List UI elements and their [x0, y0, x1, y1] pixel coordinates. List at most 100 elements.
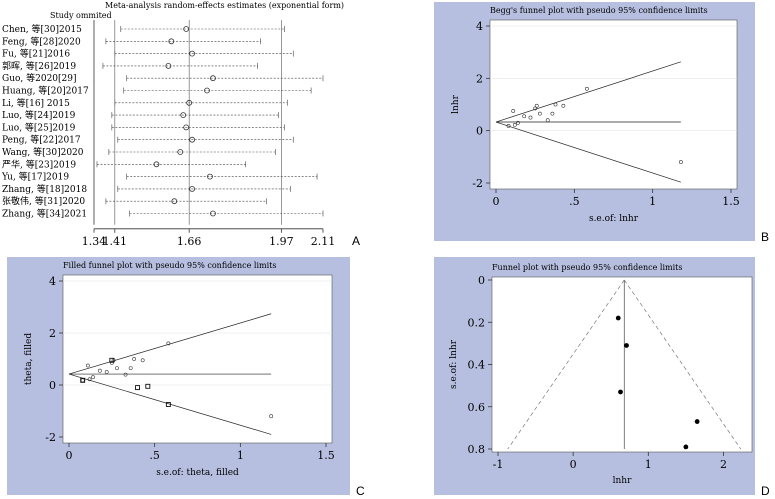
y-tick-label: 0.4 — [468, 359, 486, 372]
chart-title: Begg's funnel plot with pseudo 95% confi… — [490, 6, 708, 15]
x-tick-label: 0 — [493, 195, 500, 208]
panel-b-begg-funnel: Begg's funnel plot with pseudo 95% confi… — [432, 0, 775, 245]
study-label: Chen, 等[30]2015 — [2, 23, 82, 35]
estimate-point — [177, 149, 184, 155]
x-tick-label: 1.5 — [317, 449, 335, 462]
study-point — [615, 315, 621, 321]
study-point — [140, 358, 145, 363]
plot-area — [489, 19, 738, 190]
x-axis-label: lnhr — [613, 476, 632, 486]
plot-area — [491, 276, 753, 453]
y-tick-label: -2 — [45, 431, 56, 444]
filled-study-point — [80, 377, 86, 383]
study-label: 张敬伟, 等[31]2020 — [2, 195, 85, 207]
panel-label: B — [761, 230, 769, 244]
study-label: Guo, 等2020[29] — [2, 72, 77, 84]
study-point — [512, 123, 517, 127]
study-point — [109, 361, 114, 365]
panel-label: D — [761, 484, 770, 498]
x-tick-label: 1.97 — [269, 235, 294, 245]
y-axis-label: s.e.of: lnhr — [449, 339, 459, 389]
x-tick-label: .5 — [569, 195, 580, 208]
study-point — [553, 102, 558, 107]
study-label: Peng, 等[22]2017 — [2, 134, 81, 146]
estimate-point — [183, 124, 190, 131]
study-label: Yu, 等[17]2019 — [1, 171, 69, 183]
filled-study-point — [109, 357, 115, 363]
estimate-point — [183, 26, 190, 32]
study-point — [678, 160, 683, 164]
study-label: Zhang, 等[18]2018 — [2, 183, 87, 195]
study-point — [128, 366, 133, 371]
study-point — [104, 370, 109, 374]
lower-confidence-limit — [495, 121, 681, 183]
filled-study-point — [165, 402, 171, 407]
study-point — [85, 363, 90, 368]
study-label: Li, 等[16] 2015 — [2, 97, 70, 109]
x-tick-label: 2 — [720, 458, 727, 471]
y-tick-label: 4 — [476, 20, 483, 33]
x-tick-label: 1.66 — [177, 235, 202, 245]
x-tick-label: 0 — [570, 458, 577, 471]
panel-label: C — [356, 484, 365, 498]
study-point — [683, 444, 689, 450]
estimate-point — [210, 210, 216, 217]
study-point — [123, 372, 128, 377]
estimate-point — [180, 112, 187, 118]
chart-title: Funnel plot with pseudo 95% confidence l… — [492, 263, 682, 272]
panel-d-funnel: Funnel plot with pseudo 95% confidence l… — [432, 255, 775, 499]
chart-title: Filled funnel plot with pseudo 95% confi… — [63, 261, 277, 270]
y-tick-label: 0 — [476, 125, 483, 138]
estimate-point — [207, 173, 213, 180]
chart-title: Meta-analysis random-effects estimates (… — [105, 1, 344, 10]
chart-subtitle: Study ommited — [50, 11, 112, 20]
study-label: Fu, 等[21]2016 — [2, 48, 70, 60]
x-axis-label: s.e.of: theta, filled — [156, 468, 239, 478]
y-axis-label: theta, filled — [24, 333, 34, 386]
right-confidence-limit — [623, 279, 742, 450]
estimate-point — [189, 50, 196, 57]
study-point — [87, 377, 92, 382]
x-tick-label: 1.34 — [82, 235, 107, 245]
plot-area — [62, 274, 333, 444]
estimate-point — [186, 99, 193, 106]
y-tick-label: -2 — [472, 177, 483, 190]
study-point — [545, 118, 550, 123]
study-point — [584, 86, 589, 91]
left-confidence-limit — [507, 279, 625, 450]
x-tick-label: 1 — [237, 449, 244, 462]
estimate-point — [189, 185, 196, 192]
study-point — [115, 366, 119, 371]
estimate-point — [153, 161, 160, 168]
study-label: Zhang, 等[34]2021 — [2, 208, 87, 220]
study-point — [537, 111, 542, 116]
panel-label: A — [352, 234, 360, 245]
panel-a-influence-plot: Meta-analysis random-effects estimates (… — [0, 0, 370, 245]
filled-study-point — [145, 383, 151, 389]
x-axis-label: s.e.of: lnhr — [589, 214, 639, 224]
study-point — [506, 124, 511, 128]
y-axis-label: lnhr — [451, 94, 461, 113]
funnel-chart: Funnel plot with pseudo 95% confidence l… — [434, 257, 770, 498]
x-tick-label: 2.11 — [311, 235, 336, 245]
y-tick-label: 0 — [478, 274, 485, 287]
y-tick-label: 4 — [49, 275, 56, 288]
x-tick-label: 1.5 — [722, 195, 740, 208]
x-tick-label: 0 — [66, 449, 73, 462]
y-tick-label: 0 — [49, 379, 56, 392]
y-tick-label: 2 — [49, 327, 56, 340]
study-point — [528, 115, 533, 120]
y-tick-label: 0.6 — [468, 401, 486, 414]
panel-c-filled-funnel: Filled funnel plot with pseudo 95% confi… — [5, 255, 370, 499]
study-point — [694, 419, 700, 424]
estimate-point — [189, 136, 196, 143]
estimate-point — [168, 38, 175, 45]
y-tick-label: 0.2 — [468, 316, 486, 329]
filled-funnel-chart: Filled funnel plot with pseudo 95% confi… — [7, 257, 365, 498]
study-point — [516, 120, 520, 125]
x-tick-label: .5 — [149, 449, 160, 462]
x-tick-label: -1 — [493, 458, 504, 471]
y-tick-label: 2 — [476, 72, 483, 85]
study-point — [166, 341, 171, 346]
study-point — [91, 375, 95, 380]
